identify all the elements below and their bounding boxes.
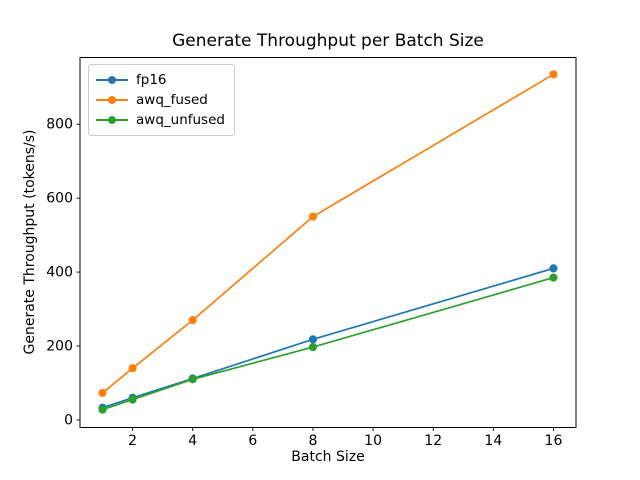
series-marker-awq_unfused <box>188 375 197 384</box>
axes-frame <box>79 57 577 428</box>
series-marker-awq_unfused <box>549 273 558 282</box>
legend-label: fp16 <box>136 72 167 88</box>
y-tick-label: 0 <box>64 412 73 428</box>
x-tick-label: 14 <box>484 433 502 449</box>
series-marker-awq_unfused <box>98 405 107 414</box>
y-tick-label: 800 <box>46 117 73 133</box>
legend-item-awq-fused: awq_fused <box>96 90 225 110</box>
series-marker-awq_unfused <box>128 395 137 404</box>
x-axis-label: Batch Size <box>291 449 365 465</box>
x-tick-label: 10 <box>364 433 382 449</box>
series-marker-awq_fused <box>188 316 197 325</box>
x-tick-label: 8 <box>309 433 318 449</box>
x-tick-label: 6 <box>248 433 257 449</box>
legend-item-fp16: fp16 <box>96 70 225 90</box>
x-tick-label: 2 <box>128 433 137 449</box>
legend-item-awq-unfused: awq_unfused <box>96 110 225 130</box>
y-tick-label: 600 <box>46 191 73 207</box>
legend-line-sample <box>96 113 128 127</box>
legend-line-sample <box>96 73 128 87</box>
series-marker-fp16 <box>549 264 558 273</box>
series-marker-fp16 <box>308 335 318 344</box>
y-tick-label: 200 <box>46 338 73 354</box>
legend-marker-icon <box>108 116 116 124</box>
series-marker-awq_fused <box>98 388 107 398</box>
series-marker-awq_fused <box>128 364 137 373</box>
y-axis-label: Generate Throughput (tokens/s) <box>22 129 38 355</box>
x-tick-label: 4 <box>188 433 197 449</box>
legend-label: awq_fused <box>136 92 208 108</box>
series-marker-awq_unfused <box>308 343 318 352</box>
legend-marker-icon <box>108 76 116 84</box>
legend: fp16 awq_fused awq_unfused <box>88 64 235 136</box>
legend-marker-icon <box>108 96 116 104</box>
x-tick-label: 16 <box>545 433 563 449</box>
chart-title: Generate Throughput per Batch Size <box>172 31 484 51</box>
legend-line-sample <box>96 93 128 107</box>
y-tick-label: 400 <box>46 265 73 281</box>
x-tick-label: 12 <box>424 433 442 449</box>
series-line-awq_unfused <box>102 276 554 411</box>
series-marker-awq_fused <box>308 212 318 221</box>
series-marker-awq_fused <box>549 70 558 79</box>
legend-label: awq_unfused <box>136 112 225 128</box>
